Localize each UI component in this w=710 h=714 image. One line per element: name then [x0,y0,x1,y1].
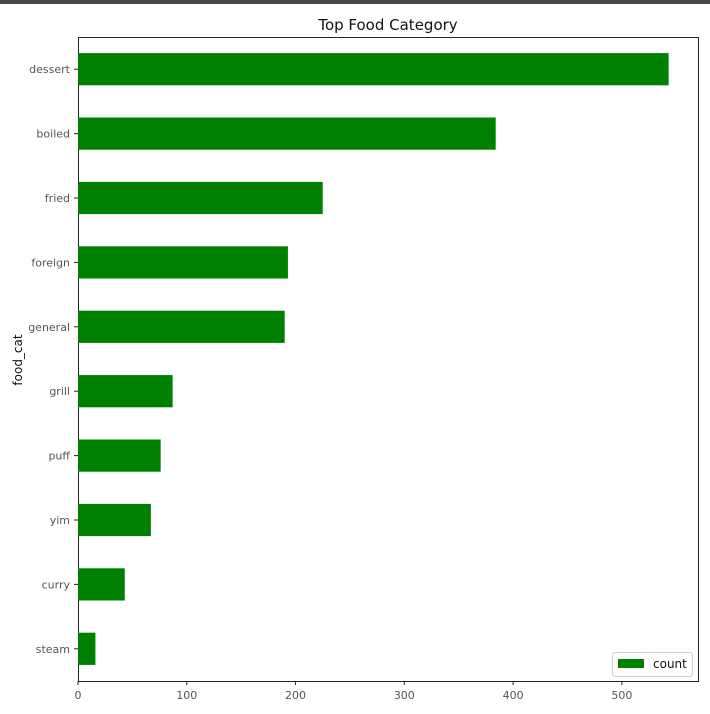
x-tick-label: 400 [503,689,524,702]
legend: count [612,652,693,677]
y-tick-label: curry [42,578,71,591]
plot-area-frame [78,37,699,682]
x-tick-label: 0 [75,689,82,702]
y-tick-label: foreign [31,256,70,269]
legend-swatch [618,659,644,668]
y-tick-label: grill [49,385,70,398]
y-tick-label: general [28,321,70,334]
bar-steam [78,632,96,665]
bar-curry [78,568,125,601]
y-axis-label: food_cat [11,334,25,385]
x-tick-label: 200 [285,689,306,702]
bars-layer [78,53,669,665]
bar-foreign [78,246,288,279]
bar-boiled [78,117,496,150]
y-tick-label: dessert [29,63,71,76]
legend-box [612,652,693,677]
bar-general [78,310,285,343]
x-axis-ticks: 0 100 200 300 400 500 [75,681,632,702]
y-tick-label: fried [45,192,70,205]
y-axis-ticks: dessert boiled fried foreign general grill puf… [28,63,78,656]
x-tick-label: 500 [611,689,632,702]
bar-fried [78,181,323,215]
y-tick-label: steam [36,643,70,656]
x-tick-label: 100 [176,689,197,702]
x-tick-label: 300 [394,689,415,702]
y-tick-label: boiled [36,128,70,141]
legend-label: count [653,657,687,671]
y-tick-label: puff [48,450,70,463]
bar-dessert [78,53,669,86]
y-tick-label: yim [50,514,70,527]
bar-puff [78,439,161,472]
window-top-border [0,0,710,4]
chart-title: Top Food Category [317,16,457,34]
bar-grill [78,375,173,408]
bar-yim [78,503,151,537]
